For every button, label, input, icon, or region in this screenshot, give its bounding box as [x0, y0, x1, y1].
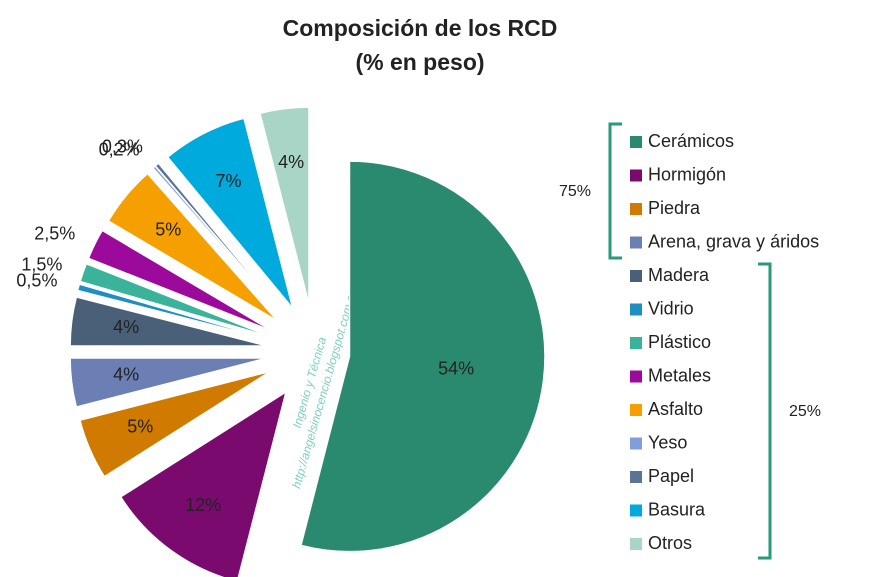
group-bracket	[608, 122, 622, 260]
chart-subtitle: (% en peso)	[355, 49, 484, 75]
legend-label: Metales	[648, 365, 711, 385]
pie-slice	[79, 371, 270, 478]
data-label: 4%	[278, 152, 304, 172]
pie-slice	[79, 263, 268, 337]
data-label: 0,5%	[16, 270, 57, 290]
legend-label: Yeso	[648, 432, 687, 452]
legend-label: Papel	[648, 466, 694, 486]
pie-slice	[152, 165, 283, 315]
legend-label: Arena, grava y áridos	[648, 231, 819, 251]
legend-swatch	[630, 370, 642, 383]
legend-swatch	[630, 303, 642, 316]
pie-slice	[107, 173, 277, 321]
pie-slice	[88, 230, 271, 331]
legend-swatch	[630, 404, 642, 416]
legend-swatch	[630, 538, 642, 550]
data-label: 0,3%	[102, 137, 143, 157]
data-label: 7%	[216, 171, 242, 191]
pie-slice	[167, 117, 293, 308]
pie-slice	[120, 391, 287, 577]
pie-slice	[154, 162, 284, 315]
legend-label: Hormigón	[648, 164, 726, 184]
group-bracket	[758, 262, 772, 560]
data-label: 2,5%	[34, 223, 75, 243]
legend-label: Cerámicos	[648, 131, 734, 151]
legend-swatch	[630, 471, 642, 483]
pie-slice	[69, 296, 266, 347]
pie-slice	[300, 160, 546, 552]
chart-title: Composición de los RCD	[283, 15, 558, 41]
data-label: 4%	[113, 317, 139, 337]
legend-swatch	[630, 203, 642, 215]
legend-label: Otros	[648, 533, 692, 553]
legend-swatch	[630, 136, 642, 148]
legend-label: Madera	[648, 265, 710, 285]
data-label: 5%	[155, 219, 181, 239]
legend-swatch	[630, 270, 642, 282]
legend-swatch	[630, 236, 642, 249]
data-label: 54%	[438, 359, 474, 379]
data-label: 1,5%	[21, 254, 62, 274]
legend-label: Piedra	[648, 198, 701, 218]
pie-slice	[77, 283, 267, 340]
legend-swatch	[630, 169, 642, 182]
legend-label: Vidrio	[648, 298, 694, 318]
group-annotation: 25%	[789, 403, 821, 420]
pie-slice	[259, 106, 310, 303]
legend-swatch	[630, 437, 642, 450]
data-label: 4%	[113, 365, 139, 385]
legend-label: Plástico	[648, 332, 711, 352]
legend-swatch	[630, 337, 642, 349]
legend-swatch	[630, 504, 642, 517]
legend-label: Basura	[648, 499, 706, 519]
data-label: 5%	[127, 416, 153, 436]
group-annotation: 75%	[559, 183, 591, 200]
pie-slice	[69, 357, 266, 408]
data-label: 0,2%	[99, 139, 140, 159]
data-label: 12%	[185, 495, 221, 515]
legend-label: Asfalto	[648, 399, 703, 419]
